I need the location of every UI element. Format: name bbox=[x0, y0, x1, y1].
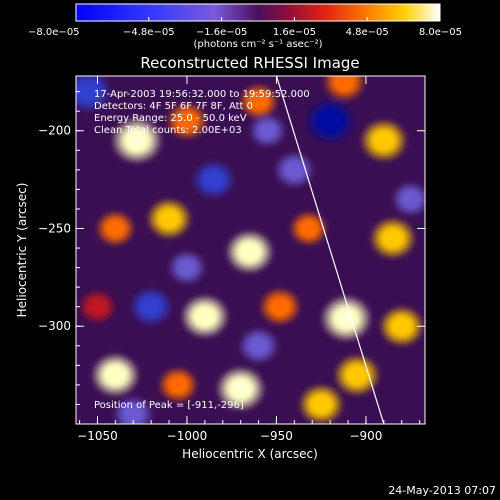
negative-blob bbox=[390, 181, 425, 218]
negative-blob bbox=[303, 96, 357, 145]
negative-blob bbox=[129, 286, 174, 327]
colorbar-tick-label: −8.0e−05 bbox=[28, 27, 80, 38]
y-axis-label: Heliocentric Y (arcsec) bbox=[15, 183, 29, 318]
y-axis-ticks: −200 −250 −300 bbox=[38, 91, 425, 425]
negative-blob bbox=[76, 76, 113, 114]
colorbar-units: (photons cm⁻² s⁻¹ asec⁻²) bbox=[193, 39, 322, 50]
emission-blob bbox=[298, 383, 345, 424]
emission-blob bbox=[322, 76, 367, 102]
emission-blob bbox=[90, 352, 141, 398]
negative-blob bbox=[167, 249, 207, 286]
emission-blob bbox=[288, 210, 329, 247]
colorbar-tick-label: 8.0e−05 bbox=[419, 27, 462, 38]
emission-blob bbox=[238, 82, 279, 120]
emission-blob bbox=[333, 353, 381, 397]
emission-blob bbox=[369, 216, 417, 260]
emission-blob bbox=[157, 366, 199, 404]
y-tick-label: −250 bbox=[38, 221, 71, 235]
x-tick-label: −900 bbox=[349, 429, 382, 443]
x-axis-label: Heliocentric X (arcsec) bbox=[182, 447, 318, 461]
emission-blob bbox=[224, 229, 275, 275]
negative-blob bbox=[237, 326, 280, 365]
emission-blob bbox=[258, 287, 302, 327]
negative-blob bbox=[248, 113, 287, 149]
annotation-peak: Position of Peak = [-911,-296] bbox=[94, 400, 244, 411]
footer-timestamp: 24-May-2013 07:07 bbox=[388, 484, 496, 497]
emission-blob bbox=[319, 294, 373, 343]
colorbar-ticks: −8.0e−05 −4.8e−05 −1.6e−05 1.6e−05 4.8e−05 8.… bbox=[28, 17, 462, 38]
emission-blob bbox=[95, 209, 136, 247]
x-tick-label: −1000 bbox=[167, 429, 208, 443]
emission-blob bbox=[110, 116, 164, 165]
emission-blob bbox=[215, 365, 266, 412]
colorbar bbox=[75, 3, 441, 22]
annotation-clean: Clean Total counts: 2.00E+03 bbox=[94, 125, 242, 136]
emission-blob bbox=[180, 293, 230, 339]
y-tick-label: −200 bbox=[38, 124, 71, 138]
annotation-block: 17-Apr-2003 19:56:32.000 to 19:59:52.000… bbox=[94, 89, 310, 411]
annotation-detectors: Detectors: 4F 5F 6F 7F 8F, Att 0 bbox=[94, 101, 253, 112]
x-tick-label: −1050 bbox=[77, 429, 118, 443]
heatmap-image bbox=[76, 76, 425, 424]
y-tick-label: −300 bbox=[38, 319, 71, 333]
emission-blob bbox=[145, 197, 193, 240]
colorbar-tick-label: −1.6e−05 bbox=[196, 27, 248, 38]
colorbar-tick-label: −4.8e−05 bbox=[123, 27, 175, 38]
x-axis-ticks: −1050 −1000 −950 −900 bbox=[77, 76, 421, 443]
annotation-energy: Energy Range: 25.0 - 50.0 keV bbox=[94, 113, 247, 124]
negative-blob bbox=[191, 159, 236, 200]
emission-blob bbox=[378, 305, 425, 348]
colorbar-tick-label: 1.6e−05 bbox=[273, 27, 316, 38]
emission-blob bbox=[359, 118, 409, 163]
emission-blob bbox=[165, 101, 209, 141]
solar-limb-line bbox=[275, 76, 385, 424]
annotation-time: 17-Apr-2003 19:56:32.000 to 19:59:52.000 bbox=[94, 89, 310, 100]
plot-frame bbox=[75, 75, 426, 425]
negative-blob bbox=[273, 150, 316, 189]
colorbar-tick-label: 4.8e−05 bbox=[346, 27, 389, 38]
x-tick-label: −950 bbox=[260, 429, 293, 443]
chart-title: Reconstructed RHESSI Image bbox=[140, 54, 359, 72]
emission-blob bbox=[78, 289, 117, 325]
negative-blob bbox=[112, 395, 155, 424]
